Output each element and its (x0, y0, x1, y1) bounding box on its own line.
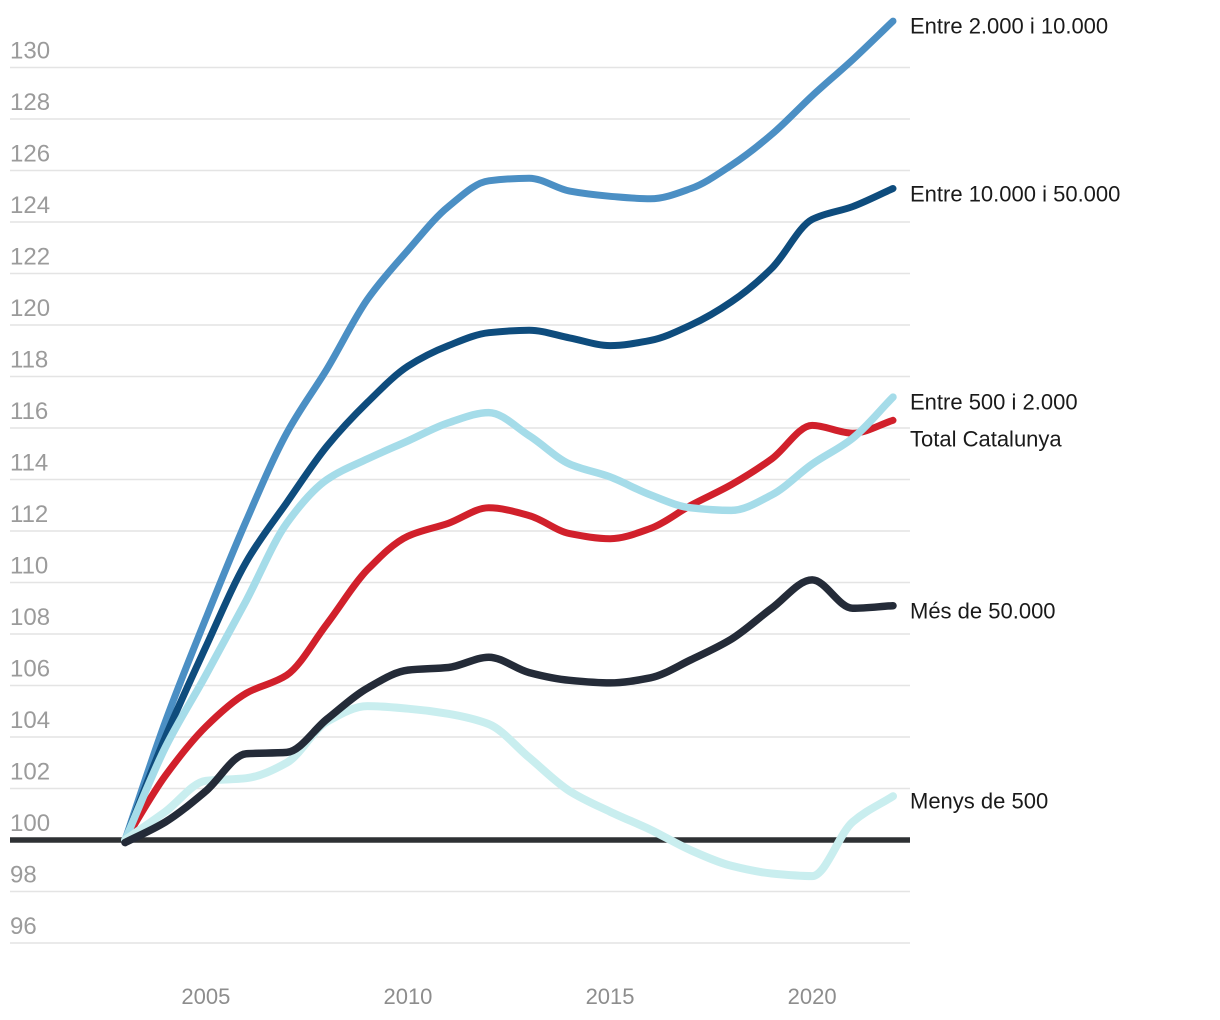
series-lines (121, 17, 897, 881)
y-tick-label-112: 112 (10, 501, 48, 528)
y-tick-label-102: 102 (10, 759, 50, 786)
x-axis-labels: 2005 2010 2015 2020 (181, 984, 836, 1009)
y-tick-label-114: 114 (10, 450, 48, 477)
y-tick-label-100: 100 (10, 810, 50, 837)
y-tick-label-110: 110 (10, 553, 48, 580)
y-tick-label-98: 98 (10, 862, 37, 889)
y-tick-label-104: 104 (10, 707, 50, 734)
y-tick-label-124: 124 (10, 192, 50, 219)
series-line-mes-de-50000 (121, 576, 897, 847)
series-line-entre-2000-i-10000 (121, 17, 897, 844)
series-line-total-catalunya (121, 416, 897, 844)
y-tick-label-128: 128 (10, 89, 50, 116)
y-tick-label-106: 106 (10, 656, 50, 683)
y-tick-label-118: 118 (10, 347, 48, 374)
gridlines (10, 66, 910, 944)
y-tick-label-96: 96 (10, 913, 37, 940)
y-axis-labels: 130 128 126 124 122 120 118 116 114 112 110 108 106 1… (10, 38, 50, 941)
x-tick-label-2005: 2005 (181, 984, 230, 1009)
x-tick-label-2020: 2020 (788, 984, 837, 1009)
y-tick-label-108: 108 (10, 604, 50, 631)
series-line-entre-10000-i-50000 (121, 185, 897, 844)
y-tick-label-130: 130 (10, 38, 50, 65)
x-tick-label-2015: 2015 (586, 984, 635, 1009)
series-line-menys-de-500 (121, 702, 897, 881)
y-tick-label-120: 120 (10, 295, 50, 322)
y-tick-label-116: 116 (10, 398, 48, 425)
y-tick-label-126: 126 (10, 141, 50, 168)
y-tick-label-122: 122 (10, 244, 50, 271)
series-line-entre-500-i-2000 (121, 393, 897, 844)
x-tick-label-2010: 2010 (383, 984, 432, 1009)
